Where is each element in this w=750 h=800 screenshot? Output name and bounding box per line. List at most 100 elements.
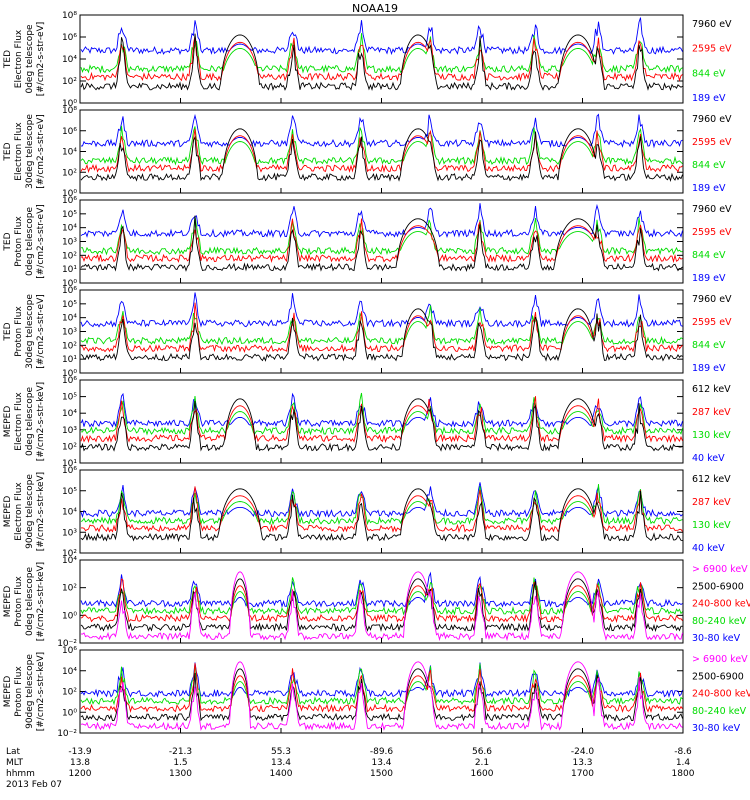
series-line-612-keV	[80, 398, 683, 453]
y-tick-label: 10²	[62, 688, 77, 698]
x-tick-label-mlt: 1.4	[676, 758, 691, 768]
y-tick-label: 10²	[62, 584, 77, 594]
series-traces	[80, 292, 683, 362]
y-tick-label: 10⁵	[62, 300, 77, 310]
series-line-7960-eV	[80, 33, 683, 92]
y-tick-label: 10⁶	[62, 646, 77, 656]
x-tick-label-hhmm: 1300	[169, 769, 192, 779]
y-tick-label: 10¹	[62, 265, 77, 275]
series-line-7960-eV	[80, 215, 683, 272]
x-tick-label-hhmm: 1500	[370, 769, 393, 779]
y-tick-label: 10²	[62, 77, 77, 87]
series-line-2595-eV	[80, 36, 683, 82]
y-axis-label: Proton Flux	[14, 306, 24, 357]
x-tick-label-hhmm: 1800	[672, 769, 695, 779]
series-line-189-eV	[80, 17, 683, 56]
x-tick-label-hhmm: 1700	[571, 769, 594, 779]
x-tick-label-mlt: 13.3	[572, 758, 592, 768]
x-tick-label-lat: -21.3	[169, 747, 192, 757]
series-line-612-keV	[80, 488, 683, 543]
x-tick-label-lat: 55.3	[271, 747, 291, 757]
x-tick-label-lat: -8.6	[674, 747, 692, 757]
y-tick-label: 10⁶	[62, 33, 77, 43]
y-axis-label: 90deg telescope	[25, 654, 35, 729]
series-line-7960-eV	[80, 128, 683, 183]
legend-entry: 30-80 keV	[692, 723, 741, 734]
legend-entry: 189 eV	[692, 273, 726, 284]
series-line-2500-6900	[80, 668, 683, 722]
y-axis-label: [#/cm2-s-str-keV]	[36, 652, 46, 731]
y-tick-label: 10⁴	[62, 667, 77, 677]
y-tick-label: 10⁸	[62, 11, 77, 21]
series-line-844-eV	[80, 216, 683, 256]
legend-entry: 80-240 keV	[692, 706, 747, 717]
y-tick-label: 10⁴	[62, 55, 77, 65]
legend-entry: 30-80 keV	[692, 633, 741, 644]
date-label: 2013 Feb 07	[6, 780, 62, 790]
series-line-844-eV	[80, 33, 683, 74]
y-axis-label: [#/cm2-s-str-keV]	[36, 382, 46, 461]
x-tick-label-hhmm: 1400	[270, 769, 293, 779]
series-line-287-keV	[80, 396, 683, 444]
series-traces	[80, 203, 683, 272]
y-axis-label: [#/cm2-s-str-keV]	[36, 562, 46, 641]
legend-entry: 189 eV	[692, 363, 726, 374]
y-tick-label: 10²	[62, 549, 77, 559]
legend-entry: 240-800 keV	[692, 599, 750, 610]
series-line-80-240-keV	[80, 577, 683, 616]
legend-entry: 130 keV	[692, 520, 731, 531]
x-tick-label-hhmm: 1200	[69, 769, 92, 779]
series-traces	[80, 661, 683, 732]
legend-entry: 7960 eV	[692, 294, 732, 305]
y-tick-label: 10⁸	[62, 106, 77, 116]
y-axis-label: MEPED	[3, 496, 13, 528]
legend-entry: 40 keV	[692, 453, 725, 464]
series-line-130-keV	[80, 484, 683, 526]
legend-entry: 40 keV	[692, 543, 725, 554]
y-tick-label: 10⁰	[62, 279, 77, 289]
y-tick-label: 10²	[62, 341, 77, 351]
y-tick-label: 10⁰	[62, 611, 77, 621]
y-axis-label: [#/cm2-s-str-eV]	[36, 114, 46, 189]
series-line--6900-keV	[80, 571, 683, 642]
legend-entry: 287 keV	[692, 407, 731, 418]
series-line-844-eV	[80, 125, 683, 166]
y-tick-label: 10⁵	[62, 210, 77, 220]
panel-8: 10⁻² 10⁰ 10² 10⁴ 10⁶ MEPED Proton Flux 90deg te…	[3, 646, 750, 739]
panel-5: 10¹ 10² 10³ 10⁴ 10⁵ 10⁶ MEPED Electron Flux 0deg…	[3, 376, 731, 469]
y-axis-label: 0deg telescope	[25, 387, 35, 457]
y-tick-label: 10⁴	[62, 224, 77, 234]
legend-entry: 287 keV	[692, 497, 731, 508]
y-tick-label: 10²	[62, 442, 77, 452]
y-tick-label: 10²	[62, 251, 77, 261]
y-axis-label: MEPED	[3, 586, 13, 618]
series-line-30-80-keV	[80, 662, 683, 699]
series-line-189-eV	[80, 203, 683, 239]
y-axis-label: Electron Flux	[14, 29, 24, 88]
y-tick-label: 10⁰	[62, 99, 77, 109]
y-tick-label: 10⁶	[62, 127, 77, 137]
y-axis-label: 0deg telescope	[25, 24, 35, 94]
series-line-240-800-keV	[80, 578, 683, 624]
legend-entry: 189 eV	[692, 183, 726, 194]
x-tick-label-hhmm: 1600	[471, 769, 494, 779]
series-line-80-240-keV	[80, 663, 683, 706]
y-tick-label: 10⁴	[62, 314, 77, 324]
series-line-287-keV	[80, 486, 683, 534]
x-tick-label-lat: -13.9	[68, 747, 92, 757]
legend-entry: 7960 eV	[692, 114, 732, 125]
y-tick-label: 10⁶	[62, 466, 77, 476]
y-tick-label: 10³	[62, 426, 77, 436]
y-axis-label: [#/cm2-s-str-keV]	[36, 472, 46, 551]
legend-entry: 844 eV	[692, 68, 726, 79]
series-line-40-keV	[80, 482, 683, 519]
legend-entry: 844 eV	[692, 250, 726, 261]
legend-entry: > 6900 keV	[692, 564, 748, 575]
y-axis-label: Proton Flux	[14, 216, 24, 267]
y-tick-label: 10⁰	[62, 189, 77, 199]
y-tick-label: 10⁻²	[57, 729, 77, 739]
y-tick-label: 10³	[62, 238, 77, 248]
panel-4: 10⁰ 10¹ 10² 10³ 10⁴ 10⁵ 10⁶ TED Proton Flux 30deg…	[3, 286, 732, 379]
y-axis-label: 30deg telescope	[25, 114, 35, 189]
